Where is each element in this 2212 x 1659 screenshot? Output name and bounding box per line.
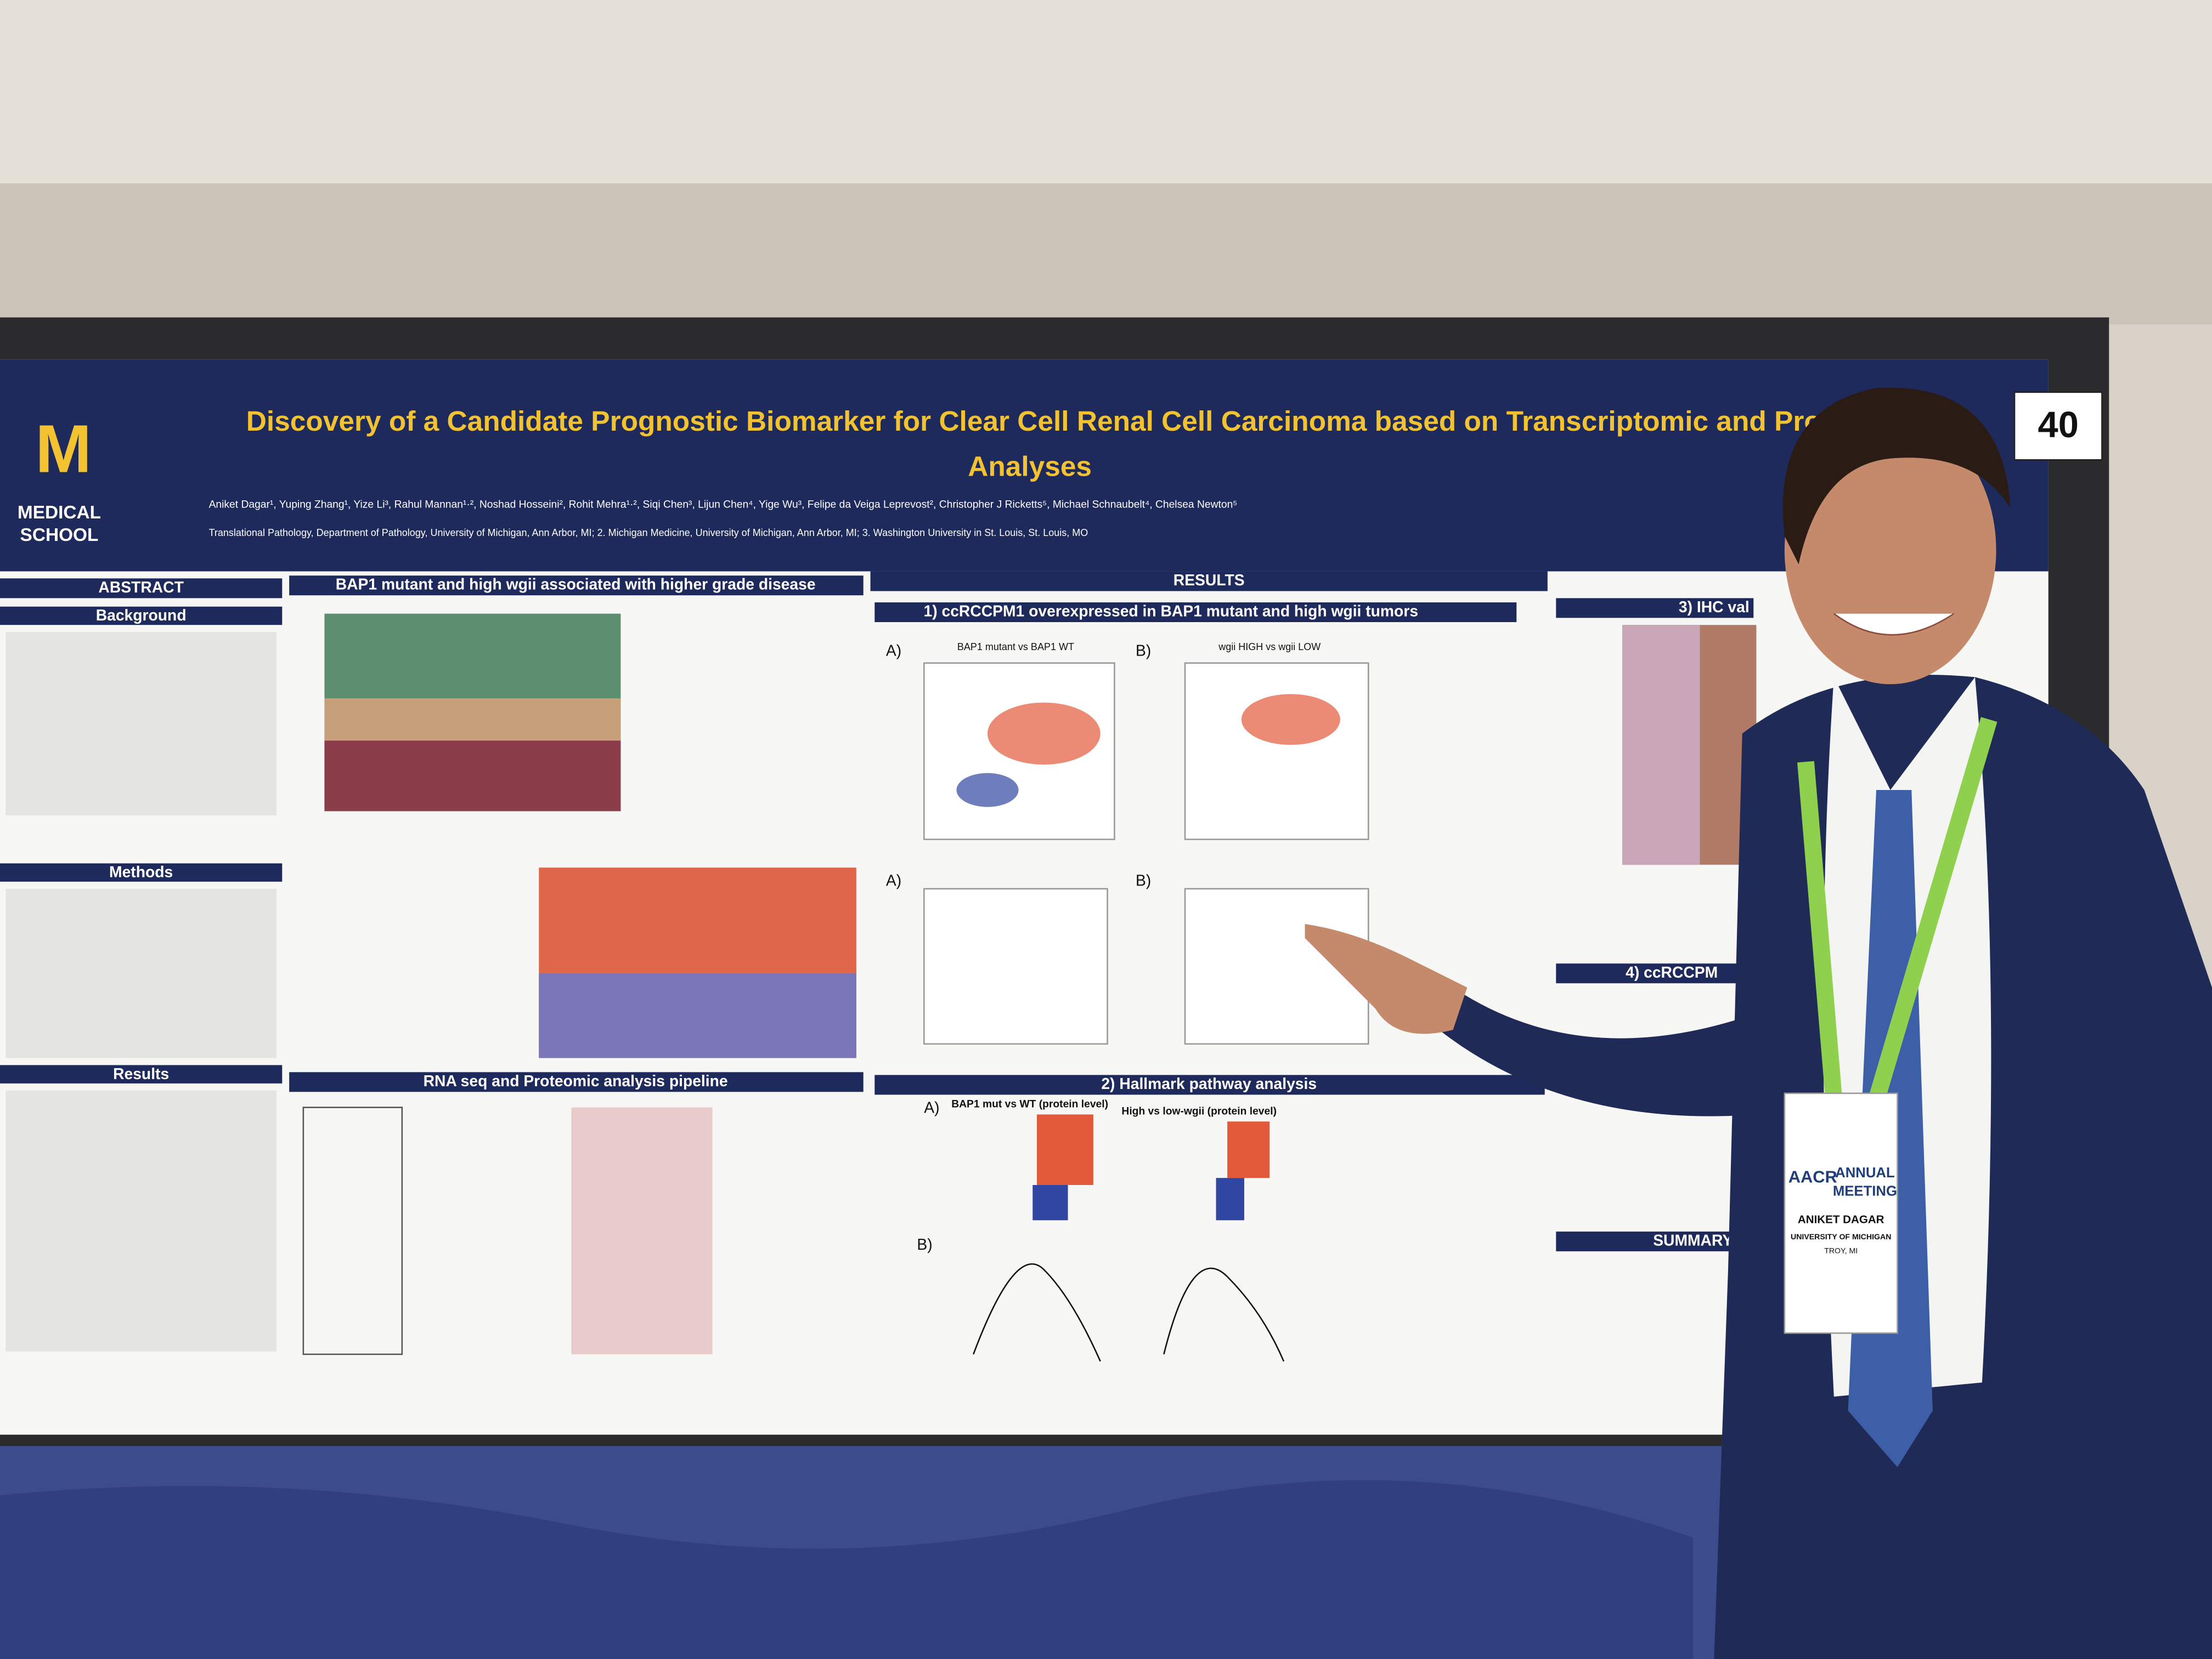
plot-title: BAP1 mut vs WT (protein level): [951, 1099, 1108, 1110]
badge-location: TROY, MI: [1824, 1246, 1858, 1255]
poster-title: Analyses: [968, 450, 1092, 482]
poster-header: [0, 359, 2049, 572]
section-bar: [1556, 963, 1754, 984]
bar-figure: [1032, 1185, 1068, 1221]
section-bar: [289, 1072, 864, 1092]
plot-title: BAP1 mutant vs BAP1 WT: [957, 641, 1074, 652]
poster-title: Discovery of a Candidate Prognostic Biom…: [246, 405, 1912, 437]
section-title: 2) Hallmark pathway analysis: [1101, 1075, 1317, 1092]
section-title: RESULTS: [1173, 571, 1245, 589]
section-bar: [874, 1075, 1545, 1095]
logo-text: MEDICAL: [18, 503, 101, 523]
section-bar: [289, 575, 864, 596]
section-bar: [0, 578, 283, 599]
smile: [1833, 613, 1955, 636]
section-title: 3) IHC val: [1679, 598, 1750, 616]
section-bar: [0, 606, 283, 625]
badge-name: ANIKET DAGAR: [1798, 1214, 1884, 1226]
section-title: BAP1 mutant and high wgii associated wit…: [336, 575, 816, 593]
section-bar: [0, 1065, 283, 1084]
bar-figure: [1037, 1114, 1093, 1185]
bar-figure: [1227, 1121, 1270, 1178]
hand: [1305, 924, 1468, 1034]
panel-label: B): [917, 1235, 932, 1253]
section-bar: [874, 602, 1517, 622]
plot-title: wgii HIGH vs wgii LOW: [1218, 641, 1321, 652]
text-block: [5, 632, 277, 816]
lanyard: [1797, 717, 1997, 1103]
section-title: 4) ccRCCPM: [1626, 963, 1718, 981]
section-bar: [0, 863, 283, 882]
scatter-plot: [1184, 662, 1369, 840]
text-block: [5, 1090, 277, 1352]
arm: [1410, 973, 1757, 1116]
scatter-cloud: [956, 773, 1019, 807]
enrichment-curve: [973, 1263, 1101, 1362]
section-title: Results: [113, 1065, 169, 1082]
scatter-cloud: [988, 702, 1101, 765]
section-title: SUMMARY: [1653, 1231, 1733, 1249]
board-number-box: [2013, 391, 2103, 461]
section-bar: [870, 571, 1548, 591]
badge-event: ANNUAL: [1835, 1165, 1895, 1181]
logo-text: SCHOOL: [20, 525, 99, 545]
heatmap: [539, 973, 856, 1058]
heatmap: [324, 698, 621, 741]
text-block: [5, 889, 277, 1058]
flowchart: [302, 1107, 403, 1355]
authors: Aniket Dagar¹, Yuping Zhang¹, Yize Li³, …: [209, 499, 1238, 511]
section-bar: [1556, 1231, 1754, 1251]
heatmap: [324, 741, 621, 811]
hair: [1782, 387, 2011, 565]
badge-org: AACR: [1788, 1167, 1837, 1186]
affiliations: Translational Pathology, Department of P…: [209, 527, 1088, 538]
section-title: ABSTRACT: [98, 578, 183, 596]
section-title: RNA seq and Proteomic analysis pipeline: [424, 1072, 728, 1090]
section-bar: [1556, 598, 1754, 618]
ceiling: [0, 0, 2212, 184]
badge: [1784, 1092, 1898, 1334]
board-number: 40: [2038, 404, 2079, 445]
enrichment-curve: [1163, 1267, 1285, 1362]
badge-event: MEETING: [1833, 1184, 1897, 1199]
volcano-plot: [923, 888, 1108, 1045]
logo-letter: M: [35, 411, 92, 487]
panel-label: A): [886, 641, 901, 659]
scatter-cloud: [1241, 694, 1340, 745]
panel-label: A): [886, 872, 901, 889]
section-title: Methods: [109, 863, 173, 881]
carpet-pattern: [0, 1480, 1693, 1659]
plot-title: High vs low-wgii (protein level): [1121, 1105, 1277, 1117]
panel-label: A): [924, 1099, 939, 1116]
bar-figure: [1216, 1178, 1244, 1221]
section-title: Background: [96, 606, 187, 624]
section-title: 1) ccRCCPM1 overexpressed in BAP1 mutant…: [924, 602, 1419, 619]
pipeline-figures: [571, 1107, 713, 1355]
panel-label: B): [1136, 641, 1151, 659]
panel-label: B): [1136, 872, 1151, 889]
badge-affiliation: UNIVERSITY OF MICHIGAN: [1791, 1232, 1891, 1241]
curtain: [0, 183, 2212, 325]
ihc-images: [1622, 625, 1700, 865]
